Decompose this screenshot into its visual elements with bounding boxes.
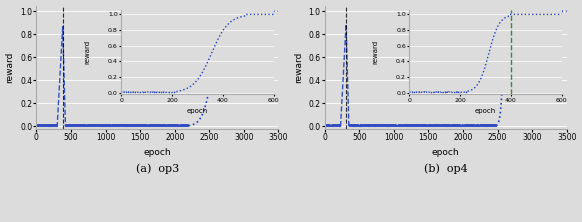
Title: (a)  op3: (a) op3 (136, 164, 179, 174)
X-axis label: epoch: epoch (432, 147, 459, 157)
X-axis label: epoch: epoch (144, 147, 171, 157)
Y-axis label: reward: reward (6, 52, 15, 83)
Title: (b)  op4: (b) op4 (424, 164, 467, 174)
Y-axis label: reward: reward (294, 52, 303, 83)
